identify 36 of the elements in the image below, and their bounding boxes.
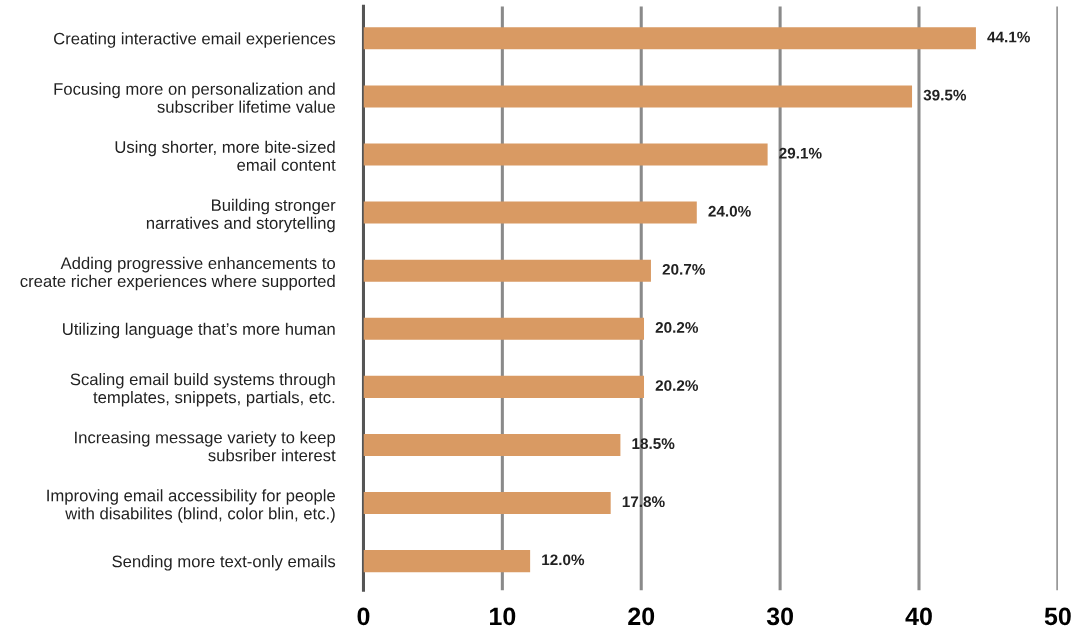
- y-tick-label: Adding progressive enhancements to create richer experiences where supported: [20, 256, 336, 291]
- y-tick-label: Increasing message variety to keep subsriber interest: [75, 431, 336, 462]
- data-label: 20.2%: [655, 380, 699, 391]
- y-tick-label: Creating interactive email experiences: [54, 32, 336, 48]
- x-tick-label: 0: [357, 607, 370, 626]
- bar: [363, 317, 645, 340]
- data-label: 29.1%: [779, 147, 822, 159]
- bar: [363, 85, 913, 108]
- data-label: 12.0%: [542, 554, 585, 566]
- bar: [363, 27, 976, 50]
- x-tick-label: 20: [628, 607, 655, 626]
- x-tick-label: 50: [1044, 607, 1071, 626]
- bar: [363, 491, 611, 515]
- y-tick-label: Utilizing language that’s more human: [63, 322, 335, 339]
- bar: [363, 143, 768, 166]
- data-label: 24.0%: [708, 205, 751, 217]
- data-label: 20.7%: [662, 263, 705, 275]
- bar: [363, 259, 651, 282]
- bar: [363, 201, 697, 224]
- y-tick-label: Sending more text-only emails: [112, 555, 336, 571]
- data-label: 44.1%: [987, 31, 1030, 43]
- y-tick-label: Scaling email build systems through templates, snippets, partials, etc.: [70, 373, 335, 407]
- y-tick-label: Improving email accessibility for people with disabilites (blind, color blin, etc.): [47, 489, 335, 523]
- data-label: 17.8%: [622, 496, 665, 508]
- y-tick-label: Using shorter, more bite-sized email content: [115, 140, 336, 171]
- x-tick-label: 30: [766, 607, 793, 626]
- data-label: 20.2%: [655, 322, 699, 333]
- y-tick-label: Focusing more on personalization and subscriber lifetime value: [54, 82, 335, 113]
- bar: [363, 433, 621, 456]
- x-tick-label: 10: [490, 607, 516, 626]
- x-tick-label: 40: [905, 607, 932, 626]
- y-tick-label: Building stronger narratives and storytelling: [146, 198, 336, 233]
- bar: [363, 550, 531, 573]
- bar: [363, 375, 645, 398]
- data-label: 39.5%: [923, 89, 967, 101]
- data-label: 18.5%: [632, 438, 675, 450]
